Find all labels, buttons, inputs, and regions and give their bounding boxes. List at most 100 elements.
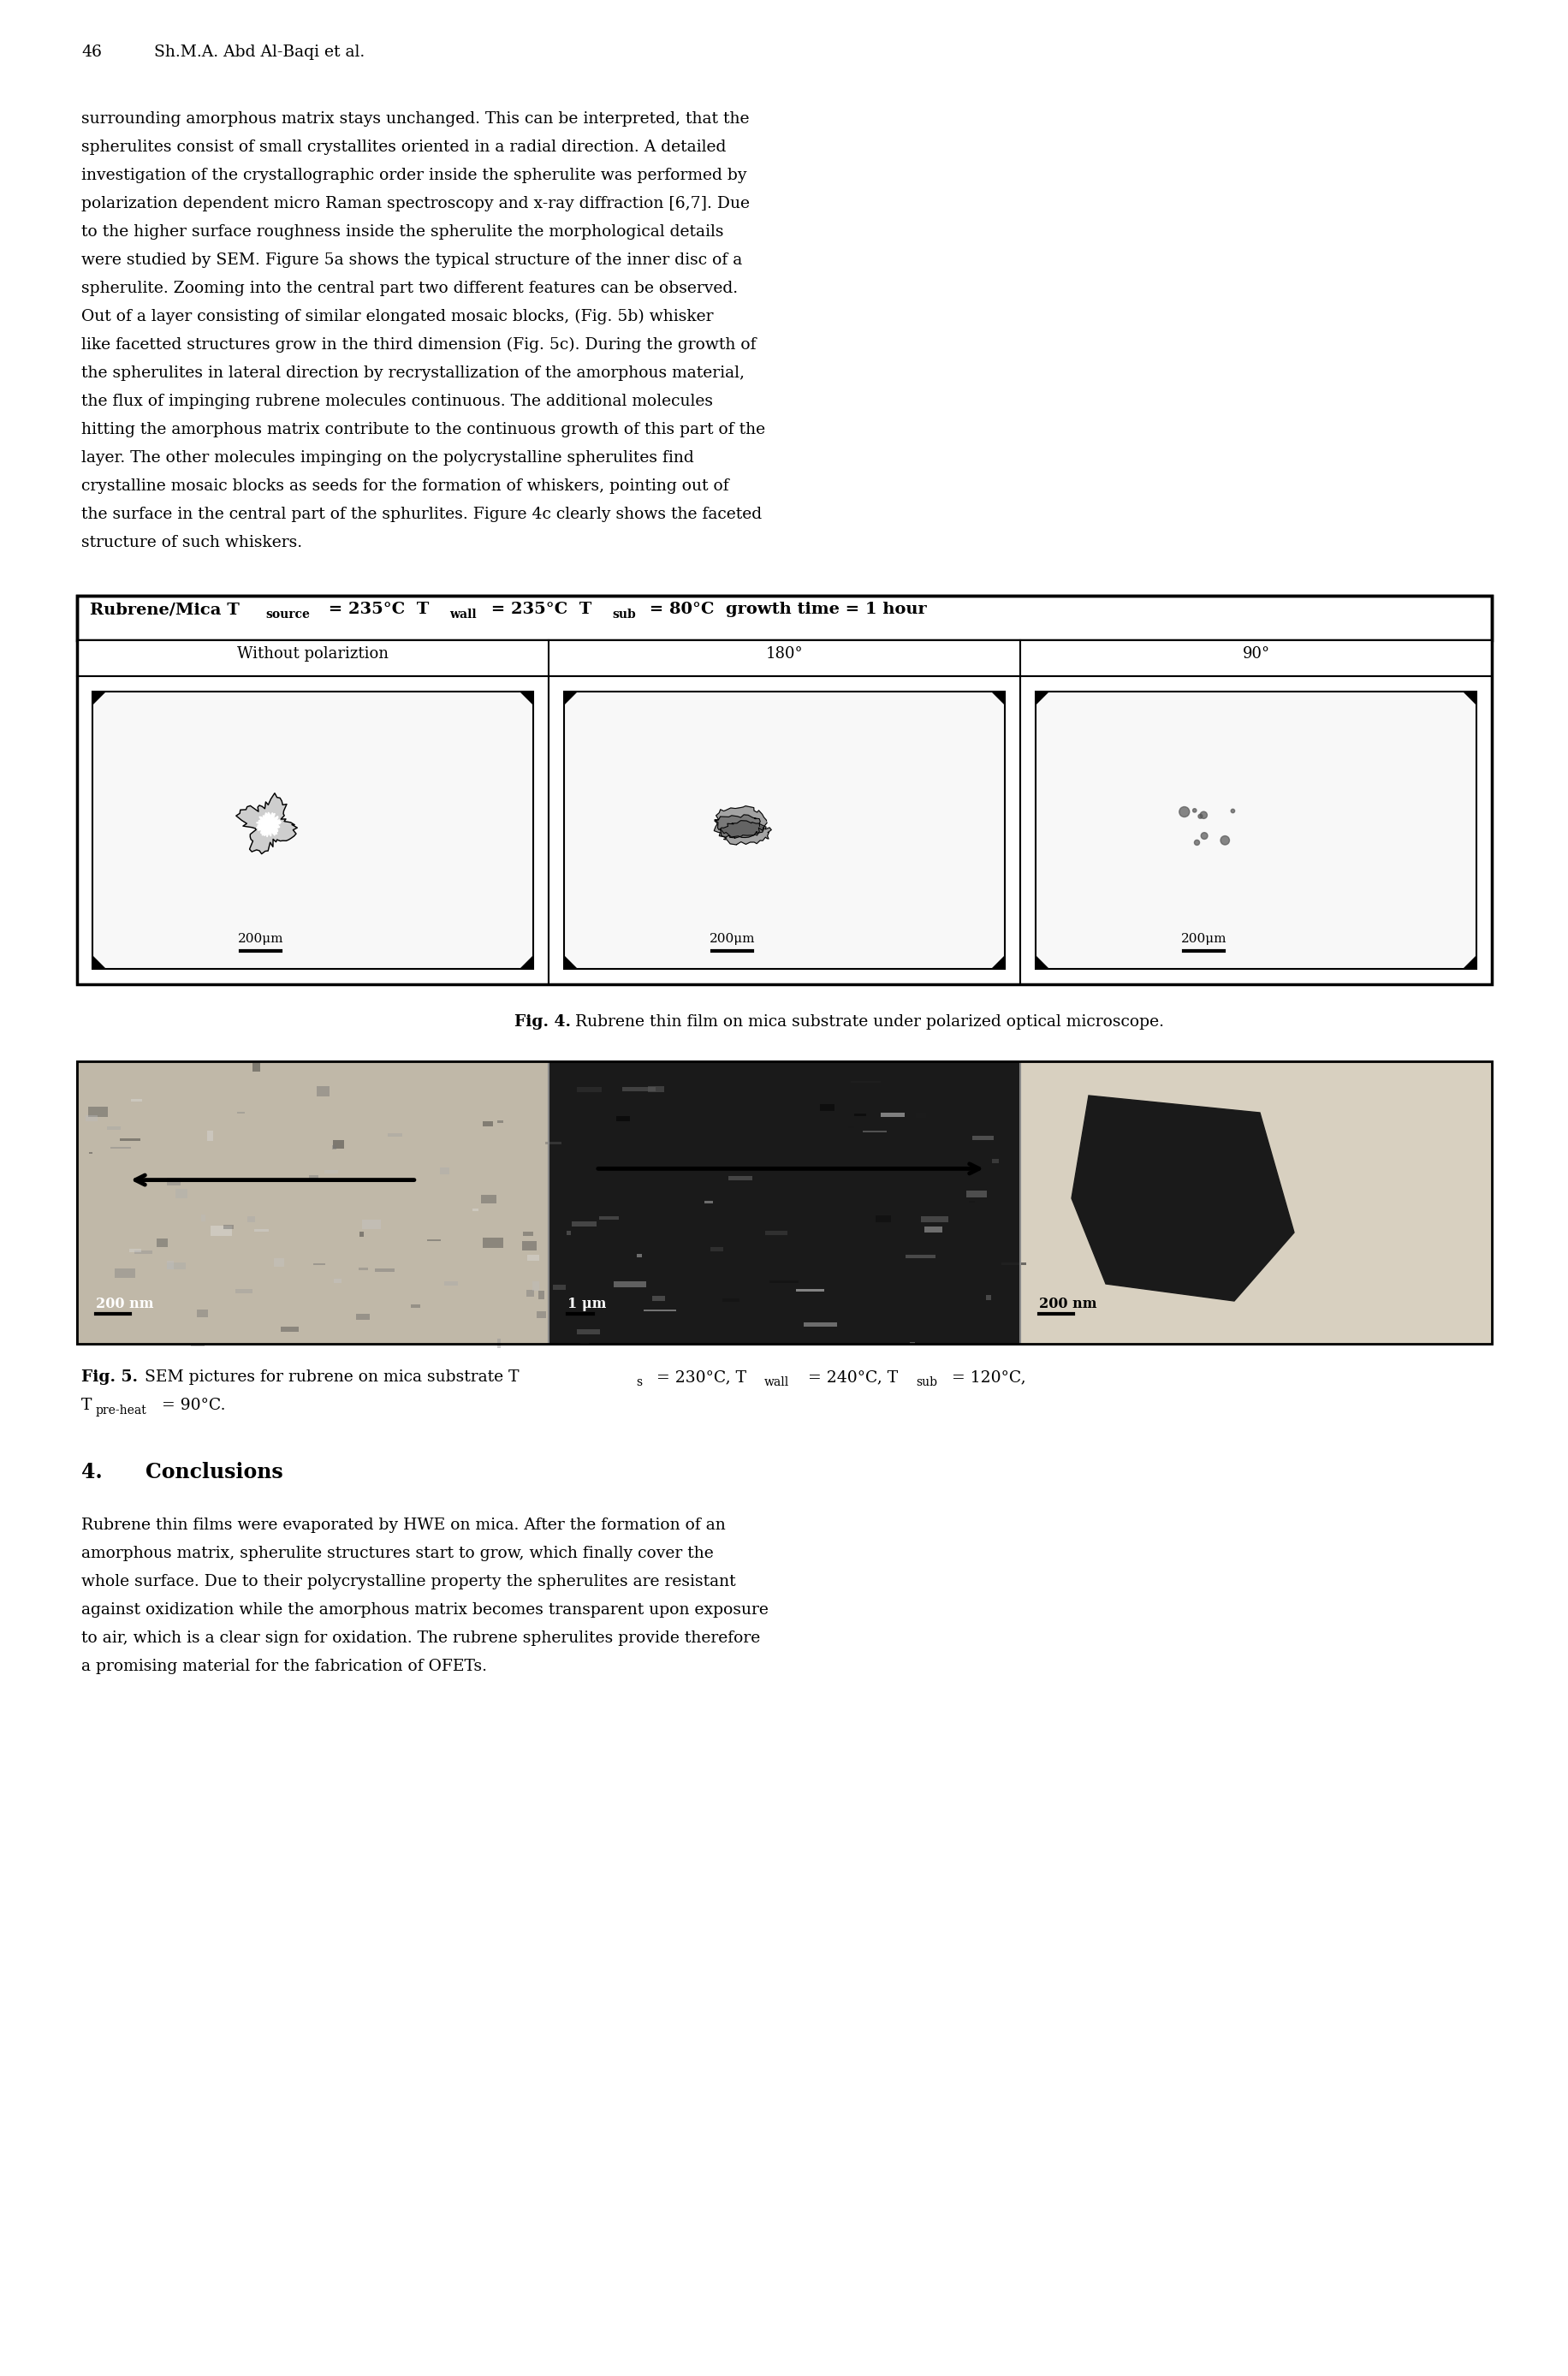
Bar	[765, 1231, 787, 1236]
Bar	[375, 1269, 395, 1271]
Text: SEM pictures for rubrene on mica substrate T: SEM pictures for rubrene on mica substra…	[140, 1369, 519, 1385]
Bar	[1019, 1062, 1491, 1345]
Text: spherulite. Zooming into the central part two different features can be observed: spherulite. Zooming into the central par…	[82, 280, 737, 297]
Text: Fig. 5.: Fig. 5.	[82, 1369, 138, 1385]
Text: Out of a layer consisting of similar elongated mosaic blocks, (Fig. 5b) whisker: Out of a layer consisting of similar elo…	[82, 309, 713, 326]
Bar	[972, 1136, 993, 1140]
Text: = 80°C  growth time = 1 hour: = 80°C growth time = 1 hour	[643, 601, 927, 618]
Polygon shape	[1463, 955, 1475, 969]
Text: source: source	[265, 608, 309, 620]
Text: sub: sub	[916, 1376, 936, 1388]
Bar	[481, 1121, 492, 1126]
Text: investigation of the crystallographic order inside the spherulite was performed : investigation of the crystallographic or…	[82, 169, 746, 183]
Text: layer. The other molecules impinging on the polycrystalline spherulites find: layer. The other molecules impinging on …	[82, 449, 693, 466]
Text: surrounding amorphous matrix stays unchanged. This can be interpreted, that the: surrounding amorphous matrix stays uncha…	[82, 112, 750, 126]
Bar	[332, 1140, 343, 1150]
Polygon shape	[1071, 1095, 1294, 1302]
Bar	[359, 1231, 364, 1238]
Bar	[135, 1250, 152, 1255]
Text: Rubrene thin film on mica substrate under polarized optical microscope.: Rubrene thin film on mica substrate unde…	[571, 1015, 1163, 1029]
Bar	[254, 1228, 268, 1231]
Text: sub: sub	[612, 608, 635, 620]
Bar	[637, 1255, 641, 1257]
Bar	[920, 1217, 949, 1221]
Bar	[444, 1281, 458, 1285]
Text: like facetted structures grow in the third dimension (Fig. 5c). During the growt: like facetted structures grow in the thi…	[82, 337, 756, 354]
Text: crystalline mosaic blocks as seeds for the formation of whiskers, pointing out o: crystalline mosaic blocks as seeds for t…	[82, 478, 729, 494]
Text: structure of such whiskers.: structure of such whiskers.	[82, 535, 303, 551]
Bar	[198, 1309, 207, 1316]
Text: hitting the amorphous matrix contribute to the continuous growth of this part of: hitting the amorphous matrix contribute …	[82, 423, 765, 437]
Polygon shape	[93, 955, 105, 969]
Text: 1 μm: 1 μm	[568, 1297, 605, 1312]
Bar	[577, 1331, 599, 1335]
Text: polarization dependent micro Raman spectroscopy and x-ray diffraction [6,7]. Due: polarization dependent micro Raman spect…	[82, 195, 750, 211]
Bar	[246, 1217, 254, 1221]
Bar	[643, 1309, 676, 1312]
Polygon shape	[713, 815, 764, 839]
Bar	[77, 639, 1491, 677]
Bar	[223, 1224, 234, 1228]
Polygon shape	[564, 691, 577, 703]
Polygon shape	[564, 955, 577, 969]
Bar	[599, 1217, 618, 1219]
Circle shape	[1220, 836, 1229, 846]
Bar	[235, 1288, 252, 1293]
Text: 180°: 180°	[765, 646, 803, 661]
Bar	[166, 1178, 180, 1186]
Text: wall: wall	[448, 608, 477, 620]
Bar	[207, 1131, 213, 1140]
Polygon shape	[720, 820, 771, 846]
Bar	[549, 1062, 1019, 1345]
Bar	[880, 1112, 903, 1117]
Bar	[309, 1176, 318, 1181]
Text: a promising material for the fabrication of OFETs.: a promising material for the fabrication…	[82, 1658, 486, 1675]
Text: 200 nm: 200 nm	[96, 1297, 154, 1312]
Bar	[85, 1114, 97, 1121]
Circle shape	[1193, 841, 1200, 846]
Text: = 230°C, T: = 230°C, T	[651, 1369, 746, 1385]
Text: Rubrene/Mica T: Rubrene/Mica T	[89, 601, 240, 618]
Bar	[985, 1295, 991, 1300]
Text: to the higher surface roughness inside the spherulite the morphological details: to the higher surface roughness inside t…	[82, 223, 723, 240]
Bar	[77, 677, 549, 984]
Bar	[525, 1290, 535, 1297]
Bar	[905, 1255, 935, 1257]
Text: amorphous matrix, spherulite structures start to grow, which finally cover the: amorphous matrix, spherulite structures …	[82, 1547, 713, 1561]
Bar	[191, 1342, 204, 1347]
Bar	[524, 1231, 533, 1236]
Polygon shape	[991, 955, 1004, 969]
Bar	[483, 1238, 503, 1247]
Bar	[704, 1200, 712, 1202]
Bar	[77, 596, 1491, 984]
Bar	[252, 1062, 260, 1072]
Bar	[77, 596, 1491, 639]
Bar	[334, 1278, 340, 1283]
Text: the surface in the central part of the sphurlites. Figure 4c clearly shows the f: the surface in the central part of the s…	[82, 506, 762, 523]
Bar	[114, 1269, 135, 1278]
Polygon shape	[93, 691, 105, 703]
Text: the flux of impinging rubrene molecules continuous. The additional molecules: the flux of impinging rubrene molecules …	[82, 394, 712, 409]
Text: to air, which is a clear sign for oxidation. The rubrene spherulites provide the: to air, which is a clear sign for oxidat…	[82, 1630, 760, 1647]
Text: Rubrene thin films were evaporated by HWE on mica. After the formation of an: Rubrene thin films were evaporated by HW…	[82, 1518, 724, 1533]
Text: spherulites consist of small crystallites oriented in a radial direction. A deta: spherulites consist of small crystallite…	[82, 140, 726, 154]
Bar	[616, 1117, 630, 1121]
Bar	[924, 1226, 942, 1233]
Bar	[481, 1195, 495, 1205]
Bar	[273, 1257, 284, 1266]
Text: Conclusions: Conclusions	[146, 1461, 282, 1483]
Bar	[710, 1247, 723, 1252]
Bar	[93, 691, 533, 969]
Text: 46: 46	[82, 45, 102, 59]
Bar	[359, 1269, 368, 1271]
Text: 200μm: 200μm	[709, 934, 754, 946]
Bar	[532, 1281, 539, 1290]
Text: = 235°C  T: = 235°C T	[323, 601, 430, 618]
Bar	[966, 1190, 986, 1198]
Circle shape	[1198, 815, 1201, 817]
Bar	[721, 1300, 740, 1302]
Polygon shape	[715, 805, 767, 839]
Text: = 235°C  T: = 235°C T	[485, 601, 591, 618]
Bar	[554, 1285, 566, 1290]
Bar	[362, 1219, 381, 1228]
